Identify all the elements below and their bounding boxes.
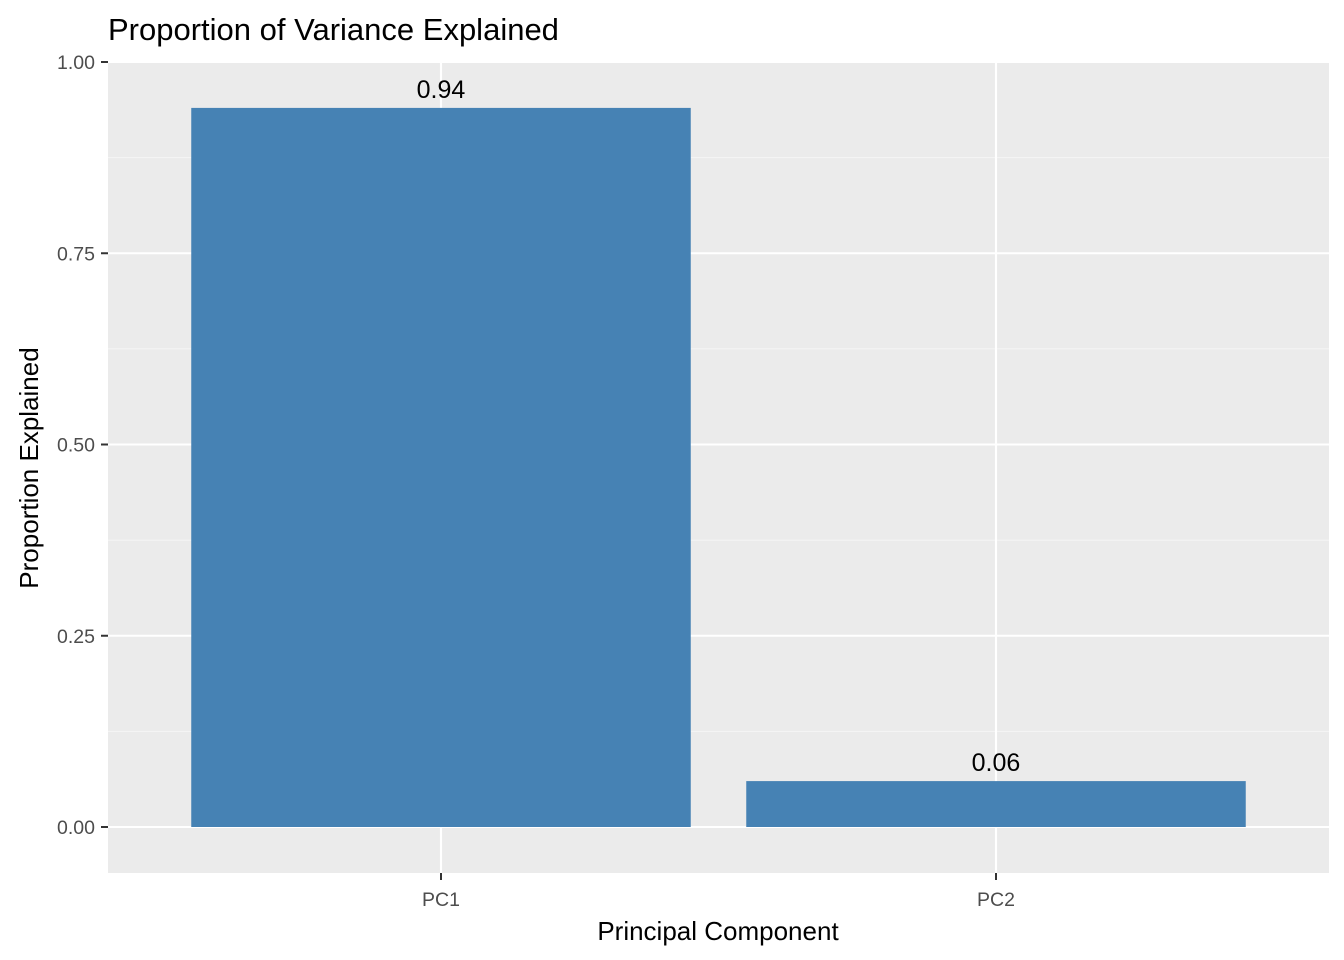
y-tick-label: 0.00: [57, 817, 95, 839]
x-axis-title: Principal Component: [597, 916, 839, 946]
x-tick-label: PC2: [977, 889, 1015, 911]
y-tick-label: 0.25: [57, 626, 95, 648]
y-tick-label: 0.50: [57, 435, 95, 457]
y-tick-label: 1.00: [57, 52, 95, 74]
chart-title: Proportion of Variance Explained: [108, 12, 559, 47]
bars-group: [191, 107, 1246, 827]
bar-pc1: [191, 107, 691, 827]
data-label-pc2: 0.06: [972, 749, 1021, 777]
x-axis: PC1 PC2: [422, 873, 1015, 911]
data-labels-group: 0.94 0.06: [417, 76, 1021, 777]
y-axis-title: Proportion Explained: [14, 347, 44, 588]
data-label-pc1: 0.94: [417, 76, 466, 104]
y-tick-label: 0.75: [57, 243, 95, 265]
bar-pc2: [746, 781, 1246, 827]
x-tick-label: PC1: [422, 889, 460, 911]
y-axis: 0.00 0.25 0.50 0.75 1.00: [57, 52, 108, 839]
